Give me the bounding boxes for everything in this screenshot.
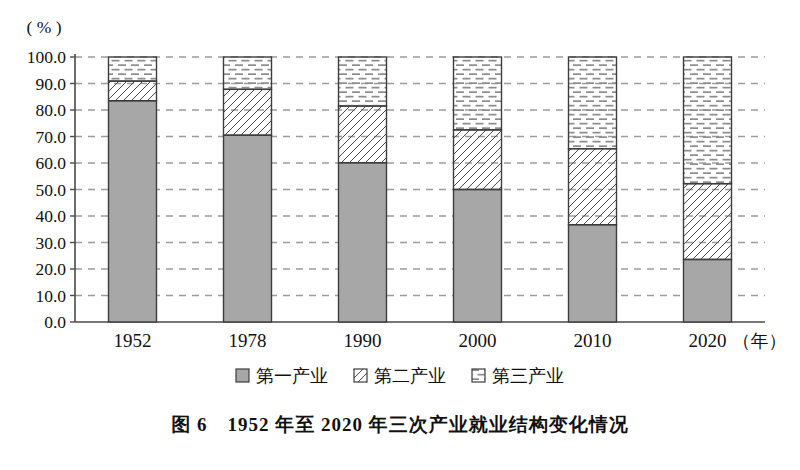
legend-label: 第二产业 [374, 366, 446, 386]
y-tick-label: 0.0 [44, 312, 66, 332]
bar-segment-series1 [339, 163, 387, 322]
y-axis-unit-label: ( % ) [27, 17, 62, 37]
x-tick-label: 1978 [229, 330, 267, 351]
bar-segment-series3 [224, 57, 272, 89]
legend-swatch-series3 [472, 369, 485, 382]
x-tick-label: 2000 [459, 330, 497, 351]
bar-segment-series2 [224, 89, 272, 135]
bar-segment-series3 [339, 57, 387, 106]
y-tick-label: 50.0 [35, 180, 66, 200]
x-tick-label: 1990 [344, 330, 382, 351]
bar-segment-series3 [684, 57, 732, 184]
y-tick-label: 60.0 [35, 153, 66, 173]
x-tick-label: 1952 [114, 330, 152, 351]
bar-segment-series1 [109, 101, 157, 322]
figure-caption: 图 6 1952 年至 2020 年三次产业就业结构变化情况 [0, 412, 800, 438]
bar-segment-series3 [454, 57, 502, 130]
y-tick-label: 100.0 [27, 47, 67, 67]
bar-segment-series3 [109, 57, 157, 81]
legend-label: 第三产业 [492, 366, 564, 386]
x-tick-label: 2020 [689, 330, 727, 351]
bar-segment-series1 [569, 225, 617, 322]
x-axis-unit-label: （年） [733, 331, 787, 351]
bar-segment-series1 [454, 190, 502, 323]
bar-segment-series2 [569, 149, 617, 225]
bar-segment-series3 [569, 57, 617, 149]
x-tick-label: 2010 [574, 330, 612, 351]
legend: 第一产业 第二产业 第三产业 [236, 366, 564, 386]
bar-segment-series1 [684, 259, 732, 322]
bar-segment-series2 [684, 184, 732, 260]
legend-label: 第一产业 [256, 366, 328, 386]
y-tick-label: 10.0 [35, 286, 66, 306]
y-tick-label: 70.0 [35, 127, 66, 147]
y-tick-label: 90.0 [35, 74, 66, 94]
y-tick-label: 40.0 [35, 206, 66, 226]
legend-swatch-series1 [236, 369, 249, 382]
bar-segment-series2 [109, 81, 157, 101]
y-tick-label: 20.0 [35, 259, 66, 279]
bar-segment-series1 [224, 135, 272, 322]
stacked-bar-chart: 100.0 90.0 80.0 70.0 60.0 50.0 40.0 30.0 20.0 10.… [0, 0, 800, 400]
bar-segment-series2 [339, 106, 387, 163]
bar-segment-series2 [454, 130, 502, 190]
y-tick-label: 30.0 [35, 233, 66, 253]
legend-swatch-series2 [354, 369, 367, 382]
y-tick-label: 80.0 [35, 100, 66, 120]
